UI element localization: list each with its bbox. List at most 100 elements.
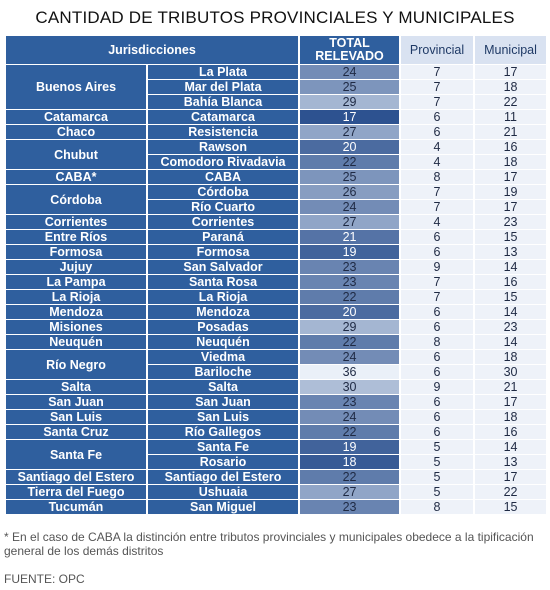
city-cell: La Plata bbox=[148, 65, 299, 79]
table-row: Río Cuarto 24 7 17 bbox=[6, 200, 547, 214]
province-cell: Buenos Aires bbox=[6, 65, 146, 109]
table-row: San Juan San Juan 23 6 17 bbox=[6, 395, 547, 409]
total-cell: 29 bbox=[300, 95, 400, 109]
city-cell: La Rioja bbox=[148, 290, 299, 304]
table-row: Tierra del Fuego Ushuaia 27 5 22 bbox=[6, 485, 547, 499]
total-cell: 23 bbox=[300, 275, 400, 289]
footnote: * En el caso de CABA la distinción entre… bbox=[4, 530, 534, 558]
provincial-cell: 8 bbox=[401, 170, 474, 184]
province-cell: Río Negro bbox=[6, 350, 146, 379]
city-cell: San Salvador bbox=[148, 260, 299, 274]
header-provincial: Provincial bbox=[401, 36, 474, 64]
provincial-cell: 4 bbox=[401, 215, 474, 229]
municipal-cell: 11 bbox=[475, 110, 547, 124]
city-cell: CABA bbox=[148, 170, 299, 184]
city-cell: Rawson bbox=[148, 140, 299, 154]
city-cell: Posadas bbox=[148, 320, 299, 334]
city-cell: Formosa bbox=[148, 245, 299, 259]
municipal-cell: 16 bbox=[475, 140, 547, 154]
city-cell: San Miguel bbox=[148, 500, 299, 514]
municipal-cell: 15 bbox=[475, 500, 547, 514]
table-row: Santa Fe Santa Fe 19 5 14 bbox=[6, 440, 547, 469]
municipal-cell: 13 bbox=[475, 245, 547, 259]
table-row: Misiones Posadas 29 6 23 bbox=[6, 320, 547, 334]
provincial-cell: 8 bbox=[401, 500, 474, 514]
total-cell: 22 bbox=[300, 470, 400, 484]
municipal-cell: 15 bbox=[475, 290, 547, 304]
total-cell: 30 bbox=[300, 380, 400, 394]
table-row: CABA* CABA 25 8 17 bbox=[6, 170, 547, 184]
province-cell: Entre Ríos bbox=[6, 230, 146, 244]
table-row: Bahía Blanca 29 7 22 bbox=[6, 95, 547, 109]
city-cell: Córdoba bbox=[148, 185, 299, 199]
province-cell: La Rioja bbox=[6, 290, 146, 304]
municipal-cell: 22 bbox=[475, 95, 547, 109]
table-row: Chaco Resistencia 27 6 21 bbox=[6, 125, 547, 139]
total-cell: 23 bbox=[300, 395, 400, 409]
provincial-cell: 7 bbox=[401, 80, 474, 94]
provincial-cell: 4 bbox=[401, 140, 474, 154]
table-body: Buenos Aires La Plata 24 7 17 Mar del Plata 25… bbox=[6, 65, 547, 514]
provincial-cell: 6 bbox=[401, 350, 474, 364]
table-row: Santiago del Estero Santiago del Estero 22… bbox=[6, 470, 547, 484]
table-row: Comodoro Rivadavia 22 4 18 bbox=[6, 155, 547, 169]
province-cell: San Luis bbox=[6, 410, 146, 424]
provincial-cell: 8 bbox=[401, 335, 474, 349]
provincial-cell: 7 bbox=[401, 185, 474, 199]
municipal-cell: 13 bbox=[475, 455, 547, 469]
province-cell: Corrientes bbox=[6, 215, 146, 229]
city-cell: Catamarca bbox=[148, 110, 299, 124]
source-note: FUENTE: OPC bbox=[4, 572, 85, 586]
province-cell: San Juan bbox=[6, 395, 146, 409]
provincial-cell: 6 bbox=[401, 110, 474, 124]
table-row: Catamarca Catamarca 17 6 11 bbox=[6, 110, 547, 124]
province-cell: Córdoba bbox=[6, 185, 146, 214]
city-cell: Río Gallegos bbox=[148, 425, 299, 439]
provincial-cell: 6 bbox=[401, 230, 474, 244]
table-row: Neuquén Neuquén 22 8 14 bbox=[6, 335, 547, 349]
city-cell: Ushuaia bbox=[148, 485, 299, 499]
table-row: Santa Cruz Río Gallegos 22 6 16 bbox=[6, 425, 547, 439]
total-cell: 18 bbox=[300, 455, 400, 469]
total-cell: 29 bbox=[300, 320, 400, 334]
province-cell: Neuquén bbox=[6, 335, 146, 349]
province-cell: Salta bbox=[6, 380, 146, 394]
provincial-cell: 6 bbox=[401, 320, 474, 334]
table-row: Entre Ríos Paraná 21 6 15 bbox=[6, 230, 547, 244]
table-row: Formosa Formosa 19 6 13 bbox=[6, 245, 547, 259]
provincial-cell: 6 bbox=[401, 410, 474, 424]
city-cell: Santiago del Estero bbox=[148, 470, 299, 484]
total-cell: 25 bbox=[300, 80, 400, 94]
municipal-cell: 21 bbox=[475, 125, 547, 139]
total-cell: 22 bbox=[300, 335, 400, 349]
provincial-cell: 6 bbox=[401, 365, 474, 379]
table-row: Jujuy San Salvador 23 9 14 bbox=[6, 260, 547, 274]
province-cell: Formosa bbox=[6, 245, 146, 259]
provincial-cell: 7 bbox=[401, 65, 474, 79]
province-cell: CABA* bbox=[6, 170, 146, 184]
city-cell: San Juan bbox=[148, 395, 299, 409]
municipal-cell: 14 bbox=[475, 440, 547, 454]
municipal-cell: 18 bbox=[475, 155, 547, 169]
provincial-cell: 6 bbox=[401, 125, 474, 139]
city-cell: San Luis bbox=[148, 410, 299, 424]
provincial-cell: 5 bbox=[401, 470, 474, 484]
municipal-cell: 21 bbox=[475, 380, 547, 394]
city-cell: Comodoro Rivadavia bbox=[148, 155, 299, 169]
municipal-cell: 17 bbox=[475, 65, 547, 79]
provincial-cell: 7 bbox=[401, 290, 474, 304]
city-cell: Neuquén bbox=[148, 335, 299, 349]
provincial-cell: 7 bbox=[401, 275, 474, 289]
province-cell: Santa Fe bbox=[6, 440, 146, 469]
page-title: CANTIDAD DE TRIBUTOS PROVINCIALES Y MUNI… bbox=[35, 8, 515, 27]
city-cell: Resistencia bbox=[148, 125, 299, 139]
table-row: San Luis San Luis 24 6 18 bbox=[6, 410, 547, 424]
municipal-cell: 16 bbox=[475, 275, 547, 289]
table-row: Buenos Aires La Plata 24 7 17 bbox=[6, 65, 547, 109]
tributos-table: Jurisdicciones TOTAL RELEVADO Provincial… bbox=[4, 35, 548, 515]
provincial-cell: 7 bbox=[401, 200, 474, 214]
table-row: Tucumán San Miguel 23 8 15 bbox=[6, 500, 547, 514]
provincial-cell: 6 bbox=[401, 245, 474, 259]
table-row: Salta Salta 30 9 21 bbox=[6, 380, 547, 394]
provincial-cell: 6 bbox=[401, 395, 474, 409]
